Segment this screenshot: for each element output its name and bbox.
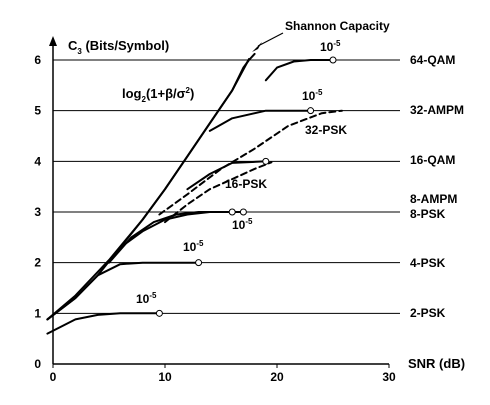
x-tick-label: 0 <box>50 370 57 384</box>
y-tick-label: 5 <box>34 104 41 118</box>
ber-marker <box>155 309 163 317</box>
series-line-5 <box>119 211 245 249</box>
ber-marker <box>329 56 337 64</box>
series-layer <box>46 52 343 335</box>
series-line-9 <box>158 109 343 216</box>
right-label-2psk: 2-PSK <box>410 306 446 320</box>
y-tick-label: 0 <box>34 357 41 371</box>
y-tick-label: 6 <box>34 53 41 67</box>
right-label-32ampm: 32-AMPM <box>410 103 464 117</box>
right-label-16qam: 16-QAM <box>410 153 455 167</box>
ber-marker <box>239 208 247 216</box>
right-label-4psk: 4-PSK <box>410 256 446 270</box>
ber-label-8psk: 10-5 <box>232 217 253 232</box>
marker-layer <box>155 56 337 317</box>
ber-label-64qam: 10-5 <box>320 39 341 54</box>
shannon-pointer <box>257 32 284 47</box>
psk32-label: 32-PSK <box>305 123 347 137</box>
log-formula: log2(1+β/σ2) <box>122 86 194 104</box>
series-line-8 <box>264 59 334 82</box>
right-label-64qam: 64-QAM <box>410 53 455 67</box>
y-tick-label: 1 <box>34 306 41 320</box>
ber-marker <box>307 107 315 115</box>
ber-label-2psk: 10-5 <box>136 291 157 306</box>
x-tick-label: 20 <box>270 370 284 384</box>
series-line-10 <box>164 161 273 224</box>
ber-marker <box>228 208 236 216</box>
y-axis-label: C3 (Bits/Symbol) <box>68 38 169 56</box>
shannon-label: Shannon Capacity <box>285 19 390 33</box>
psk16-label: 16-PSK <box>225 177 267 191</box>
ber-marker <box>262 157 270 165</box>
y-tick-label: 3 <box>34 205 41 219</box>
x-tick-label: 30 <box>382 370 396 384</box>
series-line-7 <box>208 109 312 132</box>
x-axis-label: SNR (dB) <box>408 356 465 371</box>
axes-layer <box>49 36 389 365</box>
x-tick-label: 10 <box>158 370 172 384</box>
ber-label-32ampm: 10-5 <box>302 88 323 103</box>
y-axis-arrow <box>49 36 57 46</box>
y-tick-label: 2 <box>34 256 41 270</box>
tick-layer: 0 1 2 3 4 5 6 0 10 20 30 <box>34 53 396 384</box>
ber-marker <box>195 259 203 267</box>
series-line-2 <box>46 312 161 335</box>
right-label-8ampm: 8-AMPM <box>410 192 457 206</box>
series-line-3 <box>46 261 200 321</box>
shannon-arrowhead <box>252 42 262 52</box>
y-tick-label: 4 <box>34 154 41 168</box>
ber-label-4psk: 10-5 <box>183 239 204 254</box>
right-label-8psk: 8-PSK <box>410 207 446 221</box>
